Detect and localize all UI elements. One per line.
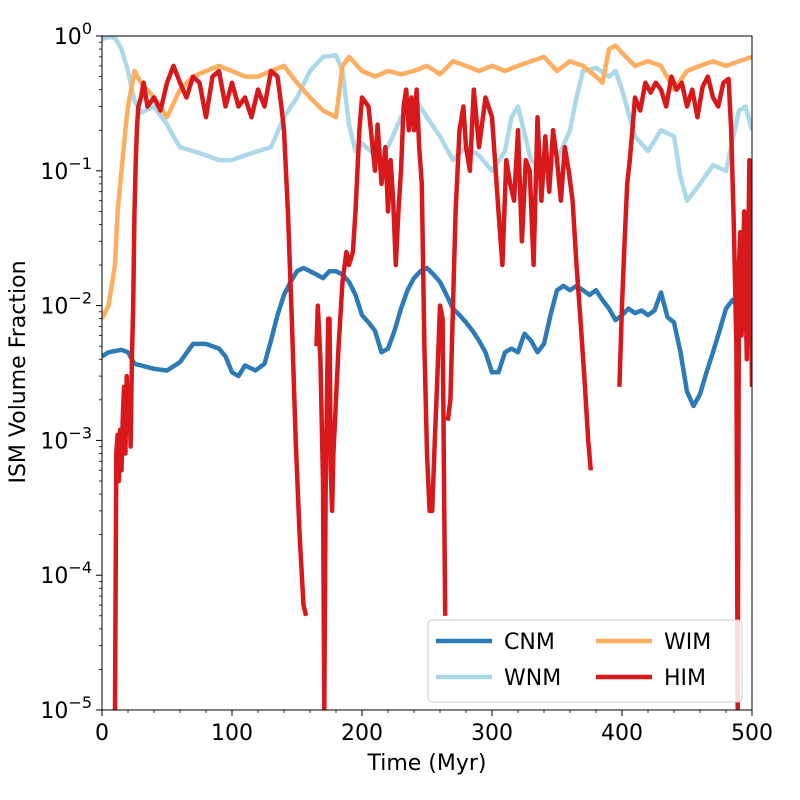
series-him-line-segment-4 xyxy=(617,74,752,710)
x-tick-label: 100 xyxy=(211,721,253,746)
x-tick-label: 500 xyxy=(731,721,773,746)
x-tick-label: 0 xyxy=(95,721,109,746)
legend: CNM WIM WNM HIM xyxy=(427,619,743,703)
series-wnm-line xyxy=(102,36,752,203)
x-axis-label: Time (Myr) xyxy=(366,751,486,776)
legend-box xyxy=(427,619,743,703)
series-him-line-segment-1 xyxy=(112,63,309,710)
series-him-line-segment-3 xyxy=(445,87,594,471)
y-tick-label: 10−1 xyxy=(40,154,92,185)
plot-area xyxy=(102,36,752,710)
axes: 0 100 200 300 400 500 10−5 10−4 10−3 10−2 10−1 100 xyxy=(40,19,773,746)
legend-label-him: HIM xyxy=(664,666,706,691)
y-tick-label: 10−2 xyxy=(40,289,92,320)
y-tick-label: 10−3 xyxy=(40,423,92,454)
legend-label-wim: WIM xyxy=(664,630,711,655)
x-tick-label: 200 xyxy=(341,721,383,746)
y-tick-label: 10−5 xyxy=(40,693,92,724)
legend-label-cnm: CNM xyxy=(504,630,555,655)
legend-label-wnm: WNM xyxy=(504,666,561,691)
y-tick-label: 100 xyxy=(54,19,92,50)
y-axis-label: ISM Volume Fraction xyxy=(6,260,31,483)
x-tick-label: 400 xyxy=(601,721,643,746)
y-tick-label: 10−4 xyxy=(40,558,92,589)
plot-frame xyxy=(101,35,753,711)
series-him-line-segment-2 xyxy=(314,87,448,710)
x-tick-label: 300 xyxy=(471,721,513,746)
